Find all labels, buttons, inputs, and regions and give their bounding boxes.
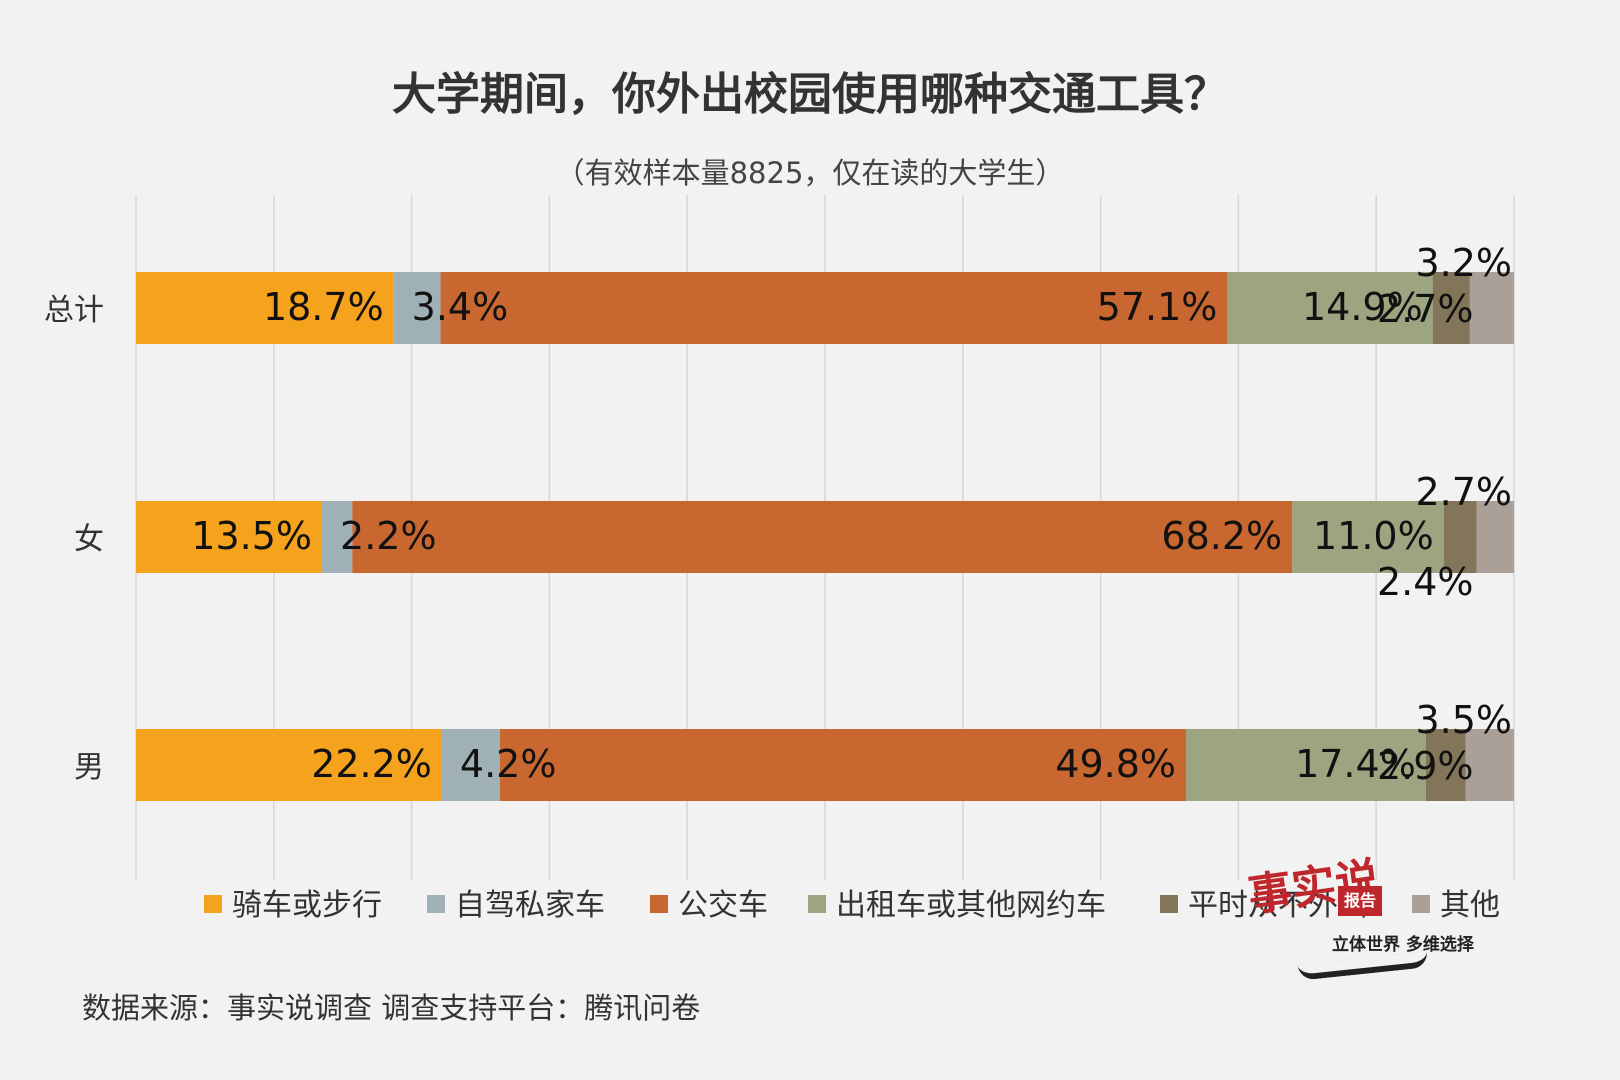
bar-segment [1186, 729, 1426, 801]
bar-segment [352, 501, 1293, 573]
chart-subtitle: （有效样本量8825，仅在读的大学生） [555, 156, 1065, 190]
category-label: 男 [74, 750, 104, 785]
data-label: 22.2% [311, 742, 432, 786]
bar-segment [1465, 729, 1514, 801]
legend-label: 出租车或其他网约车 [836, 888, 1106, 923]
data-label: 3.2% [1415, 241, 1512, 285]
legend-label: 公交车 [678, 888, 768, 923]
legend-swatch [650, 895, 668, 913]
bar-segment [1432, 272, 1470, 344]
data-label: 2.2% [340, 514, 437, 558]
data-label: 11.0% [1313, 514, 1434, 558]
data-source-note: 数据来源：事实说调查 调查支持平台：腾讯问卷 [82, 991, 701, 1025]
data-label: 18.7% [263, 285, 384, 329]
legend-label: 骑车或步行 [232, 888, 382, 923]
chart-title: 大学期间，你外出校园使用哪种交通工具？ [392, 69, 1228, 120]
bar-segment [136, 501, 323, 573]
data-label: 2.7% [1415, 470, 1512, 514]
data-label: 2.4% [1377, 560, 1474, 604]
data-label: 2.7% [1377, 287, 1474, 331]
legend-swatch [808, 895, 826, 913]
bar-segment [322, 501, 353, 573]
bar-segment [1443, 501, 1477, 573]
bar-segment [499, 729, 1187, 801]
bar-segment [136, 729, 442, 801]
bar-segment [1292, 501, 1444, 573]
data-label: 14.9% [1302, 285, 1423, 329]
watermark-logo-box: 报告 [1338, 886, 1382, 916]
bar-segment [393, 272, 441, 344]
data-label: 4.2% [460, 742, 557, 786]
category-label: 总计 [44, 293, 104, 328]
bar-segment [440, 272, 1228, 344]
data-label: 17.4% [1295, 742, 1416, 786]
legend-swatch [1160, 895, 1178, 913]
bar-segment [1227, 272, 1433, 344]
legend-swatch [204, 895, 222, 913]
bar-segment [441, 729, 500, 801]
data-label: 49.8% [1055, 742, 1176, 786]
legend-swatch [1412, 895, 1430, 913]
data-label: 68.2% [1161, 514, 1282, 558]
category-label: 女 [74, 522, 104, 557]
bar-segment [1476, 501, 1514, 573]
data-label: 13.5% [191, 514, 312, 558]
data-label: 3.5% [1415, 698, 1512, 742]
bar-segment [1469, 272, 1514, 344]
data-label: 57.1% [1097, 285, 1218, 329]
data-label: 3.4% [412, 285, 509, 329]
watermark-logo-slogan: 立体世界 多维选择 [1332, 935, 1474, 955]
legend-label: 自驾私家车 [455, 888, 605, 923]
bar-segment [136, 272, 394, 344]
legend-label: 其他 [1440, 888, 1500, 923]
watermark-brush-stroke [1297, 951, 1429, 981]
legend-swatch [427, 895, 445, 913]
data-label: 2.9% [1377, 744, 1474, 788]
watermark-logo: 事实说 报告 立体世界 多维选择 [1245, 853, 1498, 986]
bar-segment [1425, 729, 1466, 801]
